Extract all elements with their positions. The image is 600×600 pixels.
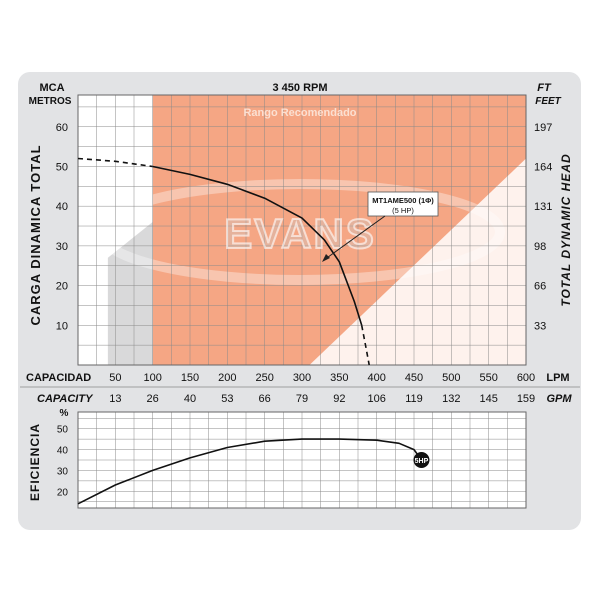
ytick-right: 33	[534, 320, 546, 332]
x-row1-unit: LPM	[546, 372, 569, 384]
annotation-leader	[323, 215, 386, 261]
head-yticks-left: 10 20 30 40 50 60	[56, 122, 68, 333]
x-row2-tick: 92	[333, 393, 345, 405]
ylabel-left: CARGA DINAMICA TOTAL	[28, 144, 43, 325]
ytick-right: 164	[534, 161, 552, 173]
ylabel-right: TOTAL DYNAMIC HEAD	[559, 153, 573, 306]
head-yticks-right: 33 66 98 131 164 197	[534, 122, 552, 333]
x-row2-unit: GPM	[546, 393, 572, 405]
annotation-model: MT1AME500 (1Φ)	[372, 196, 434, 205]
efficiency-grid	[78, 412, 526, 508]
x-row1-tick: 300	[293, 372, 311, 384]
ytick-left: 40	[56, 201, 68, 213]
head-curve-dashed-end	[360, 325, 370, 366]
x-row2-tick: 145	[479, 393, 497, 405]
head-curve-dashed-start	[77, 157, 153, 168]
efficiency-unit: %	[60, 408, 69, 419]
recommended-range-label: Rango Recomendado	[243, 107, 356, 119]
x-row1-tick: 450	[405, 372, 423, 384]
x-row2-tick: 40	[184, 393, 196, 405]
x-row1-tick: 500	[442, 372, 460, 384]
x-row1-tick: 150	[181, 372, 199, 384]
head-plot-frame	[77, 94, 527, 366]
head-curve-solid	[152, 165, 363, 326]
x-row1-tick: 50	[109, 372, 121, 384]
head-curve-layer	[77, 157, 370, 366]
x-row1-ticks: 50 100 150 200 250 300 350 400 450 500 550 600	[109, 372, 535, 384]
ytick-left: 50	[56, 161, 68, 173]
annotation-hp: (5 HP)	[392, 206, 414, 215]
efficiency-ytick: 30	[57, 466, 69, 477]
ytick-left: 60	[56, 122, 68, 134]
annotation-box	[367, 191, 439, 217]
efficiency-ytick: 40	[57, 446, 69, 457]
x-row2-tick: 13	[109, 393, 121, 405]
right-unit-2: FEET	[535, 96, 561, 107]
x-row2-ticks: 13 26 40 53 66 79 92 106 119 132 145 159	[109, 393, 535, 405]
efficiency-ylabel: EFICIENCIA	[28, 423, 42, 501]
x-row2-tick: 132	[442, 393, 460, 405]
efficiency-yticks: 20 30 40 50	[57, 425, 69, 499]
head-grid	[78, 95, 526, 365]
x-row1-tick: 600	[517, 372, 535, 384]
ytick-right: 66	[534, 281, 546, 293]
efficiency-end-marker	[413, 452, 430, 468]
ytick-right: 98	[534, 241, 546, 253]
rpm-label: 3 450 RPM	[272, 82, 327, 94]
efficiency-plot-frame	[77, 411, 527, 509]
efficiency-ytick: 50	[57, 425, 69, 436]
x-row2-tick: 159	[517, 393, 535, 405]
x-row1-tick: 100	[143, 372, 161, 384]
x-row1-label: CAPACIDAD	[26, 372, 91, 384]
range-exclusion-wedge	[309, 158, 526, 365]
x-row2-tick: 106	[367, 393, 385, 405]
x-row2-tick: 26	[147, 393, 159, 405]
left-unit: MCA	[39, 82, 64, 94]
left-unit-2: METROS	[29, 96, 72, 107]
watermark-shadow	[107, 222, 153, 365]
annotation-arrowhead	[322, 254, 330, 262]
ytick-left: 30	[56, 241, 68, 253]
right-unit: FT	[537, 82, 552, 94]
efficiency-ytick: 20	[57, 487, 69, 498]
watermark-ring	[95, 179, 505, 285]
x-row2-tick: 53	[221, 393, 233, 405]
x-row1-tick: 550	[479, 372, 497, 384]
x-row2-label: CAPACITY	[37, 393, 94, 405]
x-row1-tick: 200	[218, 372, 236, 384]
ytick-right: 197	[534, 122, 552, 134]
x-row1-tick: 250	[255, 372, 273, 384]
x-row1-tick: 400	[367, 372, 385, 384]
x-row2-tick: 66	[259, 393, 271, 405]
watermark-logo: EVANS	[224, 210, 376, 257]
x-row1-tick: 350	[330, 372, 348, 384]
efficiency-curve-layer: 5HP	[77, 438, 430, 505]
x-row2-tick: 79	[296, 393, 308, 405]
efficiency-curve	[77, 438, 423, 505]
efficiency-end-label: 5HP	[415, 458, 429, 465]
ytick-left: 10	[56, 320, 68, 332]
ytick-right: 131	[534, 201, 552, 213]
x-row2-tick: 119	[405, 393, 423, 405]
ytick-left: 20	[56, 281, 68, 293]
